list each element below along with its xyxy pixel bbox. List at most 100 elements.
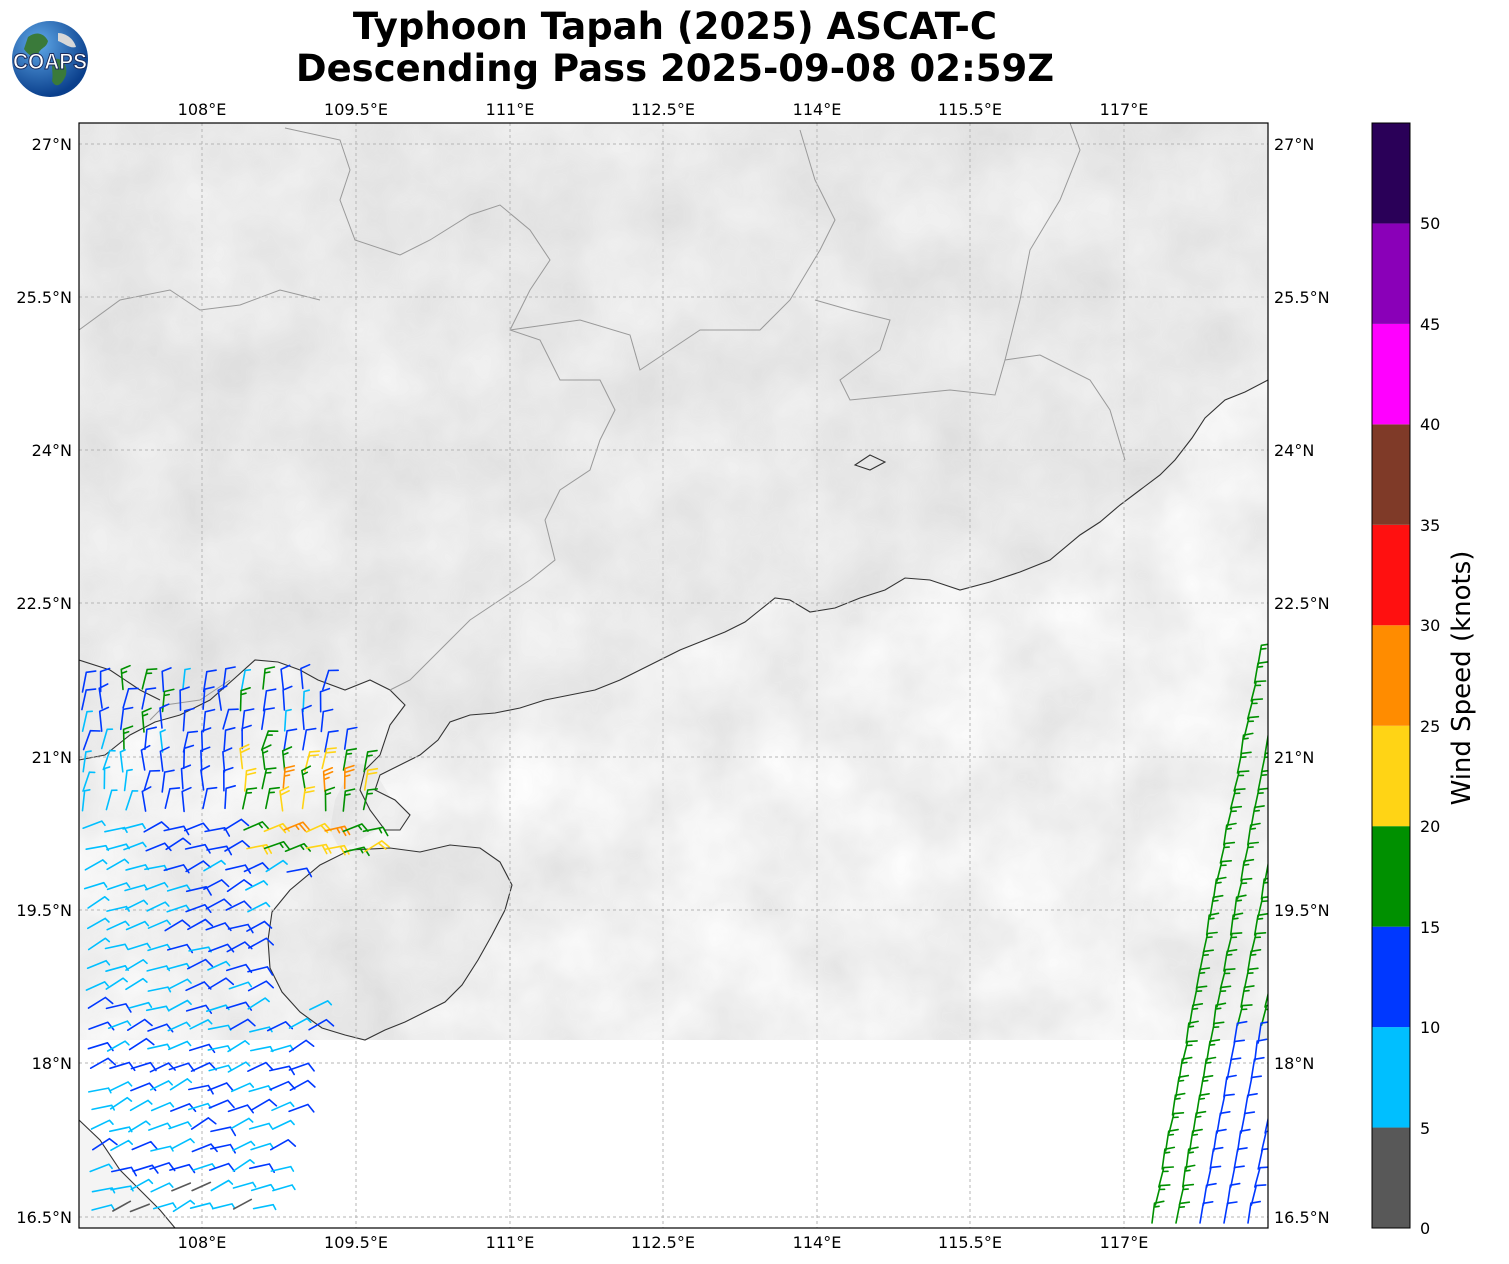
wind-barb [286, 867, 313, 878]
wind-barb [1185, 1146, 1199, 1170]
wind-barb [203, 859, 226, 872]
wind-barb [88, 1021, 115, 1031]
wind-barb [189, 1019, 213, 1030]
wind-barb [182, 707, 195, 732]
wind-barb [203, 879, 230, 890]
wind-barb [125, 790, 139, 811]
wind-barb [122, 687, 139, 709]
colorbar-segment [1372, 725, 1410, 827]
colorbar-label: Wind Speed (knots) [1447, 550, 1477, 806]
wind-barb [145, 1005, 170, 1012]
wind-barb [283, 708, 292, 732]
wind-barb [1223, 949, 1238, 972]
wind-barb [309, 1000, 333, 1011]
colorbar-tick: 15 [1420, 918, 1440, 937]
wind-barb [1260, 752, 1268, 774]
wind-barb [1233, 1147, 1248, 1170]
colorbar-tick: 45 [1420, 315, 1440, 334]
wind-barb [1223, 1074, 1237, 1098]
wind-barb [1209, 894, 1224, 918]
wind-barb [1202, 1182, 1217, 1206]
wind-barb [89, 1163, 113, 1173]
wind-barb [202, 669, 217, 693]
colorbar [1372, 123, 1410, 1228]
wind-barb [1240, 732, 1254, 756]
wind-barb [210, 1143, 236, 1154]
wind-barb [143, 821, 170, 833]
wind-barb [1206, 1039, 1221, 1062]
wind-barb [1264, 860, 1268, 882]
wind-barb [82, 750, 92, 773]
wind-barb [164, 787, 181, 809]
wind-barb [1219, 1093, 1235, 1116]
wind-barb [261, 744, 272, 770]
wind-barb [1230, 1039, 1245, 1062]
wind-barb [149, 1062, 176, 1073]
wind-barb [86, 959, 111, 969]
wind-barb [128, 1037, 155, 1051]
wind-barb [146, 901, 170, 912]
wind-barb [232, 1181, 257, 1189]
wind-barb [168, 1121, 192, 1130]
colorbar-segment [1372, 323, 1410, 425]
wind-barb [144, 726, 157, 751]
wind-barb [230, 1082, 255, 1093]
wind-barb [185, 860, 212, 873]
wind-barb [172, 1199, 196, 1213]
wind-barb [180, 764, 192, 790]
wind-barb [228, 981, 253, 990]
wind-barb [247, 980, 274, 992]
wind-barb [208, 1099, 235, 1109]
wind-barb [100, 728, 114, 750]
wind-barb [191, 1181, 212, 1192]
wind-barb [302, 727, 317, 751]
wind-barb [247, 997, 270, 1010]
wind-barb [123, 768, 133, 792]
lon-tick-bottom: 109.5°E [324, 1233, 388, 1252]
wind-barb [187, 958, 214, 970]
wind-barb [103, 766, 111, 790]
wind-barb [1154, 1184, 1171, 1206]
wind-barb [1199, 949, 1214, 972]
wind-barb [222, 666, 236, 690]
wind-barb [321, 747, 337, 770]
wind-barb [206, 845, 233, 856]
lat-tick-left: 16.5°N [16, 1208, 72, 1227]
wind-barb [223, 766, 234, 792]
colorbar-tick: 10 [1420, 1018, 1440, 1037]
lon-tick-bottom: 117°E [1100, 1233, 1149, 1252]
wind-barb [288, 1017, 312, 1029]
wind-barb [243, 821, 270, 831]
wind-barb [270, 1139, 297, 1151]
lat-tick-right: 18°N [1274, 1054, 1314, 1073]
wind-barb [1247, 1075, 1262, 1098]
wind-barb [150, 1145, 174, 1152]
lon-tick-top: 111°E [486, 100, 535, 119]
wind-barb [1192, 985, 1208, 1008]
colorbar-segment [1372, 1027, 1410, 1128]
wind-barb [300, 663, 311, 690]
wind-barb [1195, 967, 1211, 990]
wind-barb [141, 687, 157, 710]
wind-barb [104, 943, 129, 950]
wind-barb [105, 1003, 132, 1013]
wind-barb [282, 765, 296, 789]
wind-barb [247, 1061, 274, 1072]
wind-barb [324, 786, 336, 812]
wind-barb [123, 841, 147, 851]
wind-barb [1216, 1111, 1231, 1134]
lat-tick-left: 19.5°N [16, 901, 72, 920]
wind-barb [251, 1098, 278, 1111]
wind-barb [179, 686, 190, 711]
lon-tick-top: 117°E [1100, 100, 1149, 119]
wind-barb [227, 1040, 250, 1053]
wind-barb [224, 840, 251, 852]
wind-barb [125, 959, 148, 971]
wind-barb [342, 788, 356, 812]
colorbar-segment [1372, 926, 1410, 1028]
wind-barb [130, 1082, 157, 1092]
colorbar-segment [1372, 223, 1410, 324]
colorbar-tick: 0 [1420, 1219, 1430, 1238]
wind-barb [260, 730, 279, 751]
wind-barb [125, 920, 150, 931]
